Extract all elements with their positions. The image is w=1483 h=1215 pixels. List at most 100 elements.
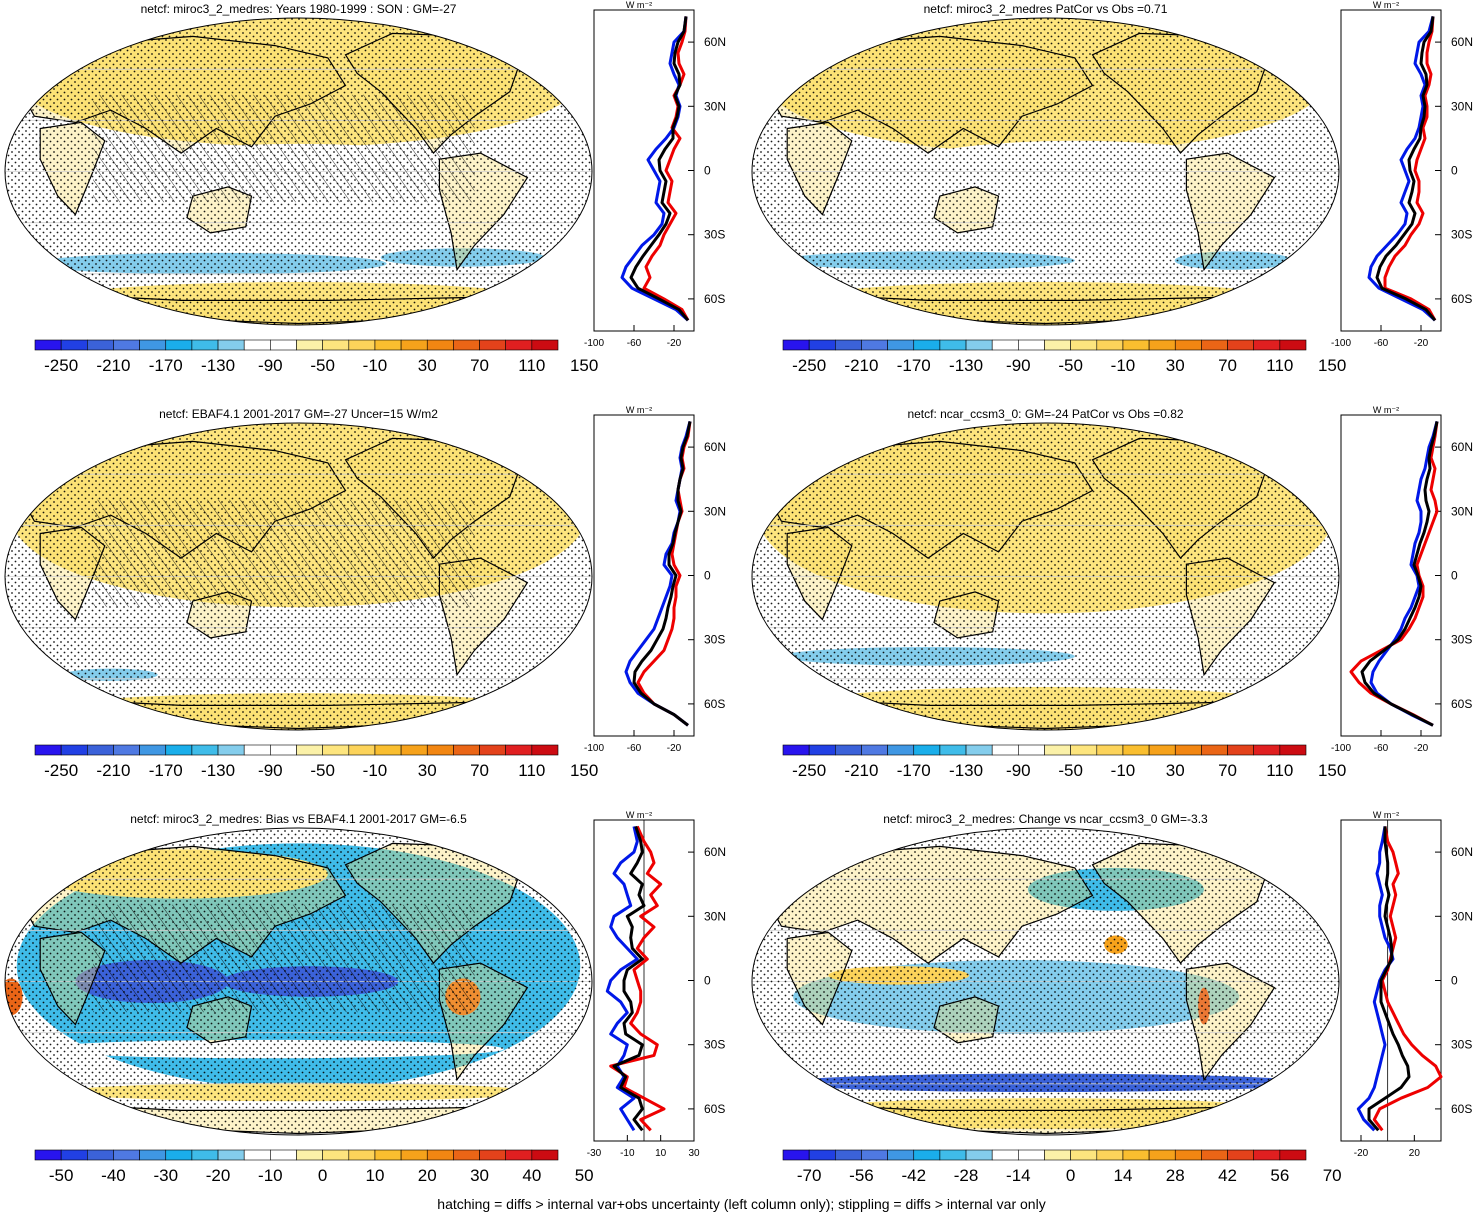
zonal-xtick-label: -100 bbox=[1331, 338, 1351, 349]
colorbar-swatch bbox=[1253, 339, 1281, 351]
colorbar-tick-label: 30 bbox=[1166, 761, 1185, 780]
colorbar-swatch bbox=[113, 1149, 140, 1161]
zonal-xtick-label: -60 bbox=[627, 338, 642, 349]
colorbar-tick-label: -90 bbox=[258, 761, 283, 780]
colorbar-tick-label: -250 bbox=[792, 761, 826, 780]
colorbar-swatch bbox=[1122, 1149, 1150, 1161]
zonal-xtick-label: 30 bbox=[688, 1148, 700, 1159]
zonal-unit-label: W m⁻² bbox=[626, 810, 652, 820]
colorbar-tick-label: -14 bbox=[1006, 1166, 1031, 1185]
panel-title: netcf: miroc3_2_medres: Bias vs EBAF4.1 … bbox=[130, 812, 467, 826]
map-border bbox=[4, 17, 593, 326]
colorbar-tick-label: -90 bbox=[1006, 356, 1031, 375]
colorbar-swatch bbox=[939, 1149, 967, 1161]
colorbar-tick-label: 30 bbox=[418, 761, 437, 780]
colorbar-tick-label: 70 bbox=[1218, 761, 1237, 780]
panel-p6: netcf: miroc3_2_medres: Change vs ncar_c… bbox=[751, 810, 1473, 1185]
colorbar-swatch bbox=[348, 1149, 376, 1161]
zonal-unit-label: W m⁻² bbox=[626, 0, 652, 10]
zonal-mean-plot: W m⁻² -100 -60 -20 60N 30N 0 30S 60S bbox=[584, 0, 726, 349]
stipple-overlay bbox=[752, 18, 1339, 325]
colorbar-swatch bbox=[782, 744, 810, 756]
zonal-unit-label: W m⁻² bbox=[626, 405, 652, 415]
zonal-lat-label: 60S bbox=[1451, 1102, 1472, 1116]
colorbar-swatch bbox=[322, 339, 350, 351]
zonal-obs-line bbox=[642, 16, 690, 322]
colorbar-swatch bbox=[1201, 1149, 1228, 1161]
colorbar-swatch bbox=[808, 744, 836, 756]
colorbar-swatch bbox=[400, 1149, 428, 1161]
colorbar-swatch bbox=[1279, 744, 1307, 756]
colorbar-tick-label: -130 bbox=[201, 761, 235, 780]
zonal-xtick-label: -60 bbox=[1374, 743, 1389, 754]
zonal-lat-label: 30S bbox=[704, 633, 725, 647]
panel-p5: netcf: miroc3_2_medres: Bias vs EBAF4.1 … bbox=[4, 810, 726, 1185]
map-field bbox=[752, 828, 1339, 1135]
zonal-lat-label: 30N bbox=[704, 99, 726, 113]
zonal-xtick-label: -100 bbox=[584, 743, 604, 754]
colorbar-tick-label: -30 bbox=[153, 1166, 178, 1185]
colorbar-tick-label: 40 bbox=[522, 1166, 541, 1185]
colorbar-tick-label: -210 bbox=[96, 356, 130, 375]
colorbar-tick-label: 110 bbox=[518, 356, 545, 375]
colorbar-tick-label: -250 bbox=[44, 356, 78, 375]
colorbar-swatch bbox=[939, 339, 967, 351]
zonal-xtick-label: -30 bbox=[587, 1148, 602, 1159]
colorbar-swatch bbox=[113, 744, 140, 756]
colorbar-swatch bbox=[87, 339, 114, 351]
zonal-mean-line bbox=[632, 421, 692, 727]
colorbar-tick-label: -210 bbox=[844, 356, 878, 375]
panel-title: netcf: miroc3_2_medres PatCor vs Obs =0.… bbox=[924, 2, 1168, 16]
colorbar-swatch bbox=[965, 744, 993, 756]
colorbar-swatch bbox=[139, 1149, 167, 1161]
hatch-overlay bbox=[93, 94, 475, 203]
panel-title: netcf: miroc3_2_medres: Years 1980-1999 … bbox=[141, 2, 457, 16]
colorbar-swatch bbox=[139, 339, 167, 351]
colorbar-swatch bbox=[1044, 339, 1071, 351]
colorbar-swatch bbox=[296, 1149, 323, 1161]
colorbar-swatch bbox=[887, 1149, 915, 1161]
map-border bbox=[751, 17, 1340, 326]
colorbar-swatch bbox=[861, 339, 888, 351]
map-field bbox=[752, 18, 1339, 325]
colorbar-swatch bbox=[991, 744, 1019, 756]
colorbar-swatch bbox=[374, 1149, 402, 1161]
colorbar-swatch bbox=[60, 1149, 88, 1161]
colorbar-swatch bbox=[531, 339, 559, 351]
colorbar-swatch bbox=[1018, 1149, 1045, 1161]
colorbar-swatch bbox=[913, 744, 941, 756]
map-field bbox=[5, 423, 592, 730]
zonal-lat-label: 60N bbox=[1451, 35, 1473, 49]
zonal-obs-line bbox=[1383, 16, 1437, 322]
zonal-mean-plot: W m⁻² -20 20 60N 30N 0 30S 60S bbox=[1340, 810, 1473, 1159]
zonal-lat-label: 30N bbox=[1451, 504, 1473, 518]
colorbar-swatch bbox=[270, 744, 297, 756]
zonal-xtick-label: -20 bbox=[1414, 743, 1429, 754]
colorbar-tick-label: 110 bbox=[1266, 761, 1293, 780]
zonal-lat-label: 30N bbox=[1451, 909, 1473, 923]
colorbar-swatch bbox=[1174, 339, 1202, 351]
colorbar-swatch bbox=[782, 339, 810, 351]
stipple-overlay bbox=[752, 828, 1339, 1135]
zonal-model-line bbox=[620, 16, 689, 322]
map-field bbox=[5, 828, 592, 1135]
colorbar-swatch bbox=[87, 1149, 114, 1161]
colorbar-swatch bbox=[1253, 744, 1281, 756]
colorbar-swatch bbox=[965, 1149, 993, 1161]
panel-p3: netcf: EBAF4.1 2001-2017 GM=-27 Uncer=15… bbox=[4, 405, 726, 780]
map-border bbox=[751, 422, 1340, 731]
colorbar-tick-label: -70 bbox=[797, 1166, 822, 1185]
zonal-xtick-label: 20 bbox=[1409, 1148, 1421, 1159]
colorbar-swatch bbox=[322, 744, 350, 756]
colorbar-tick-label: -210 bbox=[844, 761, 878, 780]
colorbar-swatch bbox=[34, 744, 62, 756]
zonal-mean-line bbox=[1375, 16, 1437, 322]
colorbar-swatch bbox=[1070, 339, 1098, 351]
colorbar-tick-label: -50 bbox=[1058, 356, 1083, 375]
zonal-lat-label: 60S bbox=[704, 292, 725, 306]
zonal-unit-label: W m⁻² bbox=[1373, 810, 1399, 820]
colorbar-tick-label: 150 bbox=[1318, 761, 1346, 780]
colorbar-swatch bbox=[1174, 744, 1202, 756]
colorbar-swatch bbox=[217, 339, 245, 351]
colorbar-tick-label: -10 bbox=[363, 761, 388, 780]
